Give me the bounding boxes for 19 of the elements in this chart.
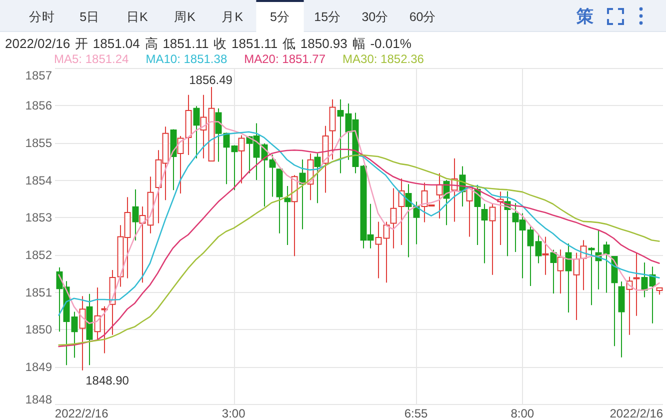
y-tick-label: 1853 (25, 210, 52, 225)
x-tick-label: 2022/2/16 (54, 406, 109, 420)
legend: MA5: 1851.24 MA10: 1851.38 MA20: 1851.77 MA30: 1852.36 (54, 52, 424, 66)
y-tick-label: 1855 (25, 136, 52, 150)
annotation: 1856.49 (189, 73, 233, 88)
chart-title: 2022/02/16 开 1851.04 高 1851.11 收 1851.11 低 1850.93 幅 -0.01% (5, 36, 412, 51)
y-tick-label: 1852 (25, 248, 52, 262)
y-tick-label: 1854 (25, 173, 52, 188)
x-tick-label: 2022/2/16 (610, 406, 664, 420)
y-tick-label: 1848 (25, 392, 52, 406)
y-tick-label: 1857 (25, 68, 52, 82)
x-tick-label: 3:00 (222, 406, 246, 420)
x-tick-label: 6:55 (404, 406, 428, 420)
y-tick-label: 1849 (25, 360, 52, 374)
x-tick-label: 8:00 (510, 406, 534, 420)
y-tick-label: 1856 (25, 98, 52, 113)
y-tick-label: 1851 (25, 285, 52, 300)
y-tick-label: 1850 (25, 322, 52, 337)
annotation: 1848.90 (86, 373, 130, 388)
